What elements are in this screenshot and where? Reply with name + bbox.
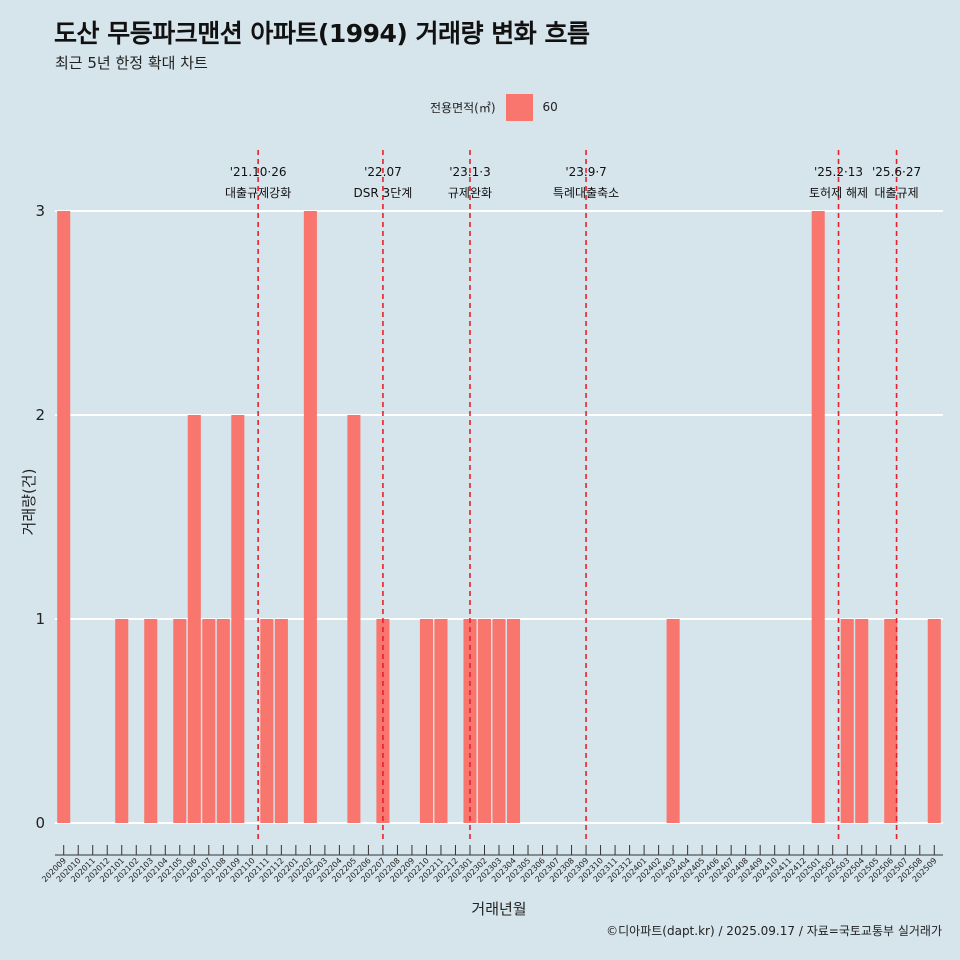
- event-date-label: '25.2·13: [814, 165, 863, 179]
- bar: [231, 415, 245, 823]
- y-tick-label: 2: [35, 406, 45, 424]
- event-name-label: 규제완화: [448, 186, 492, 200]
- bar: [811, 211, 825, 823]
- bar: [419, 619, 433, 823]
- source-caption: ©디아파트(dapt.kr) / 2025.09.17 / 자료=국토교통부 실…: [606, 924, 942, 938]
- event-date-label: '23.1·3: [449, 165, 490, 179]
- event-date-label: '25.6·27: [872, 165, 921, 179]
- bar: [666, 619, 680, 823]
- bar: [434, 619, 448, 823]
- bar: [506, 619, 521, 823]
- event-name-label: 대출규제: [874, 186, 918, 200]
- legend-key-swatch: [505, 93, 533, 121]
- event-date-label: '21.10·26: [230, 165, 287, 179]
- event-name-label: 토허제 해제: [809, 186, 868, 200]
- bar: [840, 619, 854, 823]
- bar: [260, 619, 274, 823]
- bar: [855, 619, 869, 823]
- bar: [303, 211, 317, 823]
- y-tick-label: 1: [35, 610, 45, 628]
- bar: [477, 619, 492, 823]
- chart-title: 도산 무등파크맨션 아파트(1994) 거래량 변화 흐름: [54, 19, 590, 48]
- y-tick-label: 0: [35, 814, 45, 832]
- bar: [115, 619, 129, 823]
- bar: [202, 619, 216, 823]
- legend: 전용면적(㎡) 60: [430, 93, 558, 121]
- event-name-label: 대출규제강화: [225, 186, 291, 200]
- bar: [144, 619, 158, 823]
- bar: [173, 619, 187, 823]
- event-date-label: '23.9·7: [565, 165, 606, 179]
- y-tick-label: 3: [35, 202, 45, 220]
- legend-title: 전용면적(㎡): [430, 100, 496, 115]
- bar: [884, 619, 898, 823]
- bar: [187, 415, 201, 823]
- chart-subtitle: 최근 5년 한정 확대 차트: [55, 54, 208, 72]
- event-name-label: DSR 3단계: [354, 186, 413, 200]
- event-date-label: '22.07: [364, 165, 402, 179]
- bar: [216, 619, 230, 823]
- bar: [492, 619, 506, 823]
- y-axis-title: 거래량(건): [20, 469, 38, 536]
- bar: [274, 619, 288, 823]
- bar: [927, 619, 941, 823]
- x-axis-title: 거래년월: [471, 900, 526, 918]
- bar: [57, 211, 71, 823]
- bar: [347, 415, 361, 823]
- legend-entry-label: 60: [542, 100, 558, 114]
- event-name-label: 특례대출축소: [553, 186, 619, 200]
